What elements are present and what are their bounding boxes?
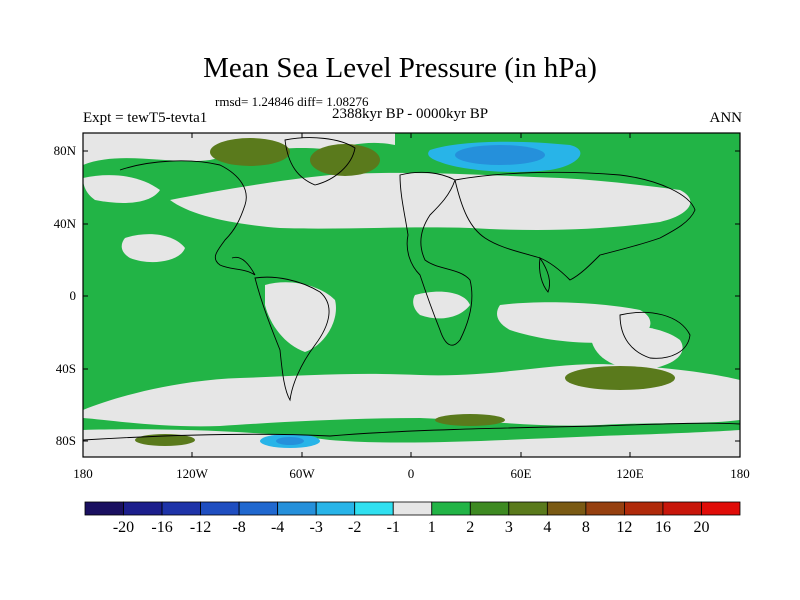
lat-label-0: 0 [69, 288, 77, 303]
coast-india [539, 256, 551, 293]
lat-label-80s: 80S [55, 433, 76, 448]
colorbar-swatch [469, 501, 510, 516]
neutral-s-america [265, 282, 336, 352]
colorbar-label: -16 [151, 519, 173, 536]
colorbar-swatch [546, 501, 587, 516]
lat-label-40n: 40N [53, 216, 76, 231]
colorbar-swatch [585, 501, 625, 516]
colorbar-swatch [84, 501, 124, 516]
map-title: Mean Sea Level Pressure (in hPa) [203, 52, 597, 84]
colorbar-swatch [701, 501, 741, 516]
positive-greenland-east [310, 144, 380, 176]
lat-label-40s: 40S [55, 361, 76, 376]
colorbar-label: -3 [309, 519, 323, 536]
experiment-label: Expt = tewT5-tevta1 [83, 110, 208, 126]
negative-antarctic-core [276, 437, 304, 445]
lat-label-80n: 80N [53, 143, 76, 158]
lon-label-180e: 180 [730, 466, 750, 481]
colorbar-swatch [238, 501, 279, 516]
neutral-nw-atlantic [83, 175, 160, 203]
period-label: 2388kyr BP - 0000kyr BP [331, 106, 489, 122]
colorbar-label: 2 [466, 519, 475, 536]
colorbar-label: -20 [112, 519, 135, 536]
tick-marks [83, 133, 740, 457]
colorbar-label: -4 [270, 519, 285, 536]
lon-label-120w: 120W [176, 466, 208, 481]
colorbar-label: 16 [654, 519, 671, 536]
season-label: ANN [709, 110, 743, 126]
colorbar-label: 4 [543, 519, 552, 536]
colorbar-label: 12 [616, 519, 633, 536]
colorbar-swatch [123, 501, 163, 516]
colorbar-swatch [277, 501, 317, 516]
colorbar-swatch [662, 501, 702, 516]
negative-regions [260, 141, 581, 448]
coast-asia [454, 171, 696, 281]
neutral-eurasia [170, 172, 691, 230]
colorbar-swatch [508, 501, 548, 516]
colorbar-swatch [354, 501, 394, 516]
colorbar-label: 20 [693, 519, 710, 536]
colorbar-label: -8 [232, 519, 246, 536]
colorbar [84, 501, 741, 516]
stats-text: rmsd= 1.24846 diff= 1.08276 [215, 94, 369, 109]
coast-europe-africa [399, 171, 473, 346]
colorbar-swatch [431, 501, 471, 516]
positive-greenland [210, 138, 290, 166]
coast-antarctica [83, 422, 740, 441]
positive-regions [135, 138, 675, 446]
coast-north-america [119, 160, 256, 276]
positive-south-atlantic [435, 414, 505, 426]
colorbar-label: -1 [386, 519, 400, 536]
coastlines [83, 137, 740, 441]
positive-south-indian [565, 366, 675, 390]
coast-greenland [284, 137, 356, 186]
lon-label-60w: 60W [289, 466, 315, 481]
colorbar-label: -12 [189, 519, 212, 536]
colorbar-label: 1 [427, 519, 436, 536]
colorbar-label: 8 [581, 519, 590, 536]
lon-label-180w: 180 [73, 466, 93, 481]
coast-australia [619, 312, 691, 359]
colorbar-label: -2 [348, 519, 362, 536]
neutral-australia [590, 325, 683, 370]
colorbar-swatch [315, 501, 356, 516]
colorbar-swatch [161, 501, 201, 516]
lon-label-120e: 120E [616, 466, 644, 481]
colorbar-swatch [392, 501, 433, 516]
colorbar-swatch [200, 501, 240, 516]
negative-siberia-core [455, 145, 545, 165]
colorbar-label: 3 [504, 519, 513, 536]
lon-label-60e: 60E [510, 466, 532, 481]
lon-label-0: 0 [407, 466, 415, 481]
neutral-s-atlantic [413, 291, 470, 319]
neutral-n-pacific [121, 234, 185, 263]
colorbar-swatch [624, 501, 664, 516]
coast-south-america [254, 276, 330, 402]
neutral-antarctica [83, 429, 740, 457]
